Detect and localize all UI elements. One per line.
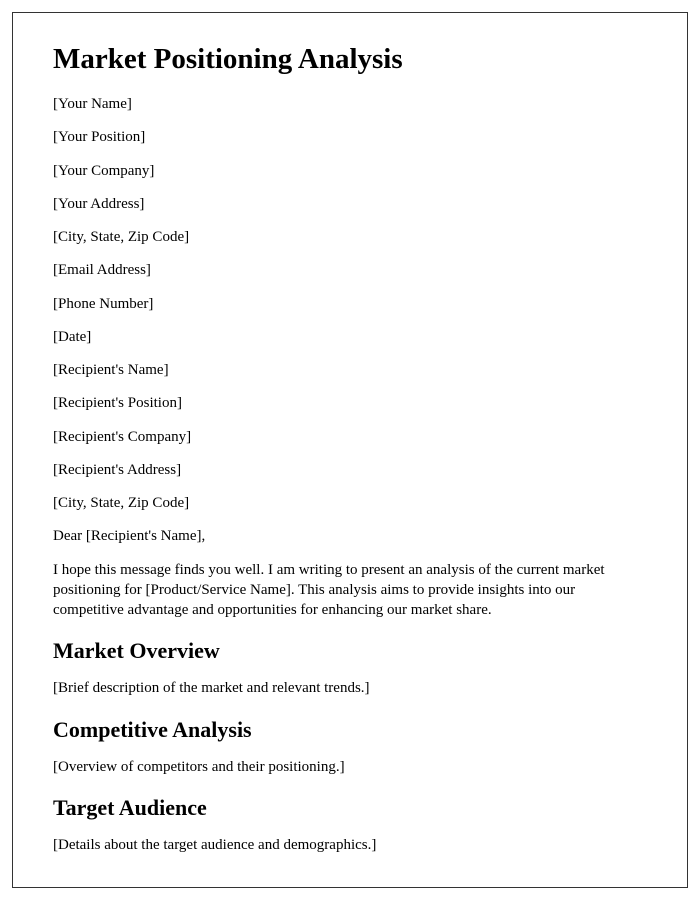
sender-city-state-zip: [City, State, Zip Code] — [53, 227, 647, 247]
recipient-address: [Recipient's Address] — [53, 460, 647, 480]
section-heading-target-audience: Target Audience — [53, 795, 647, 821]
section-heading-competitive-analysis: Competitive Analysis — [53, 717, 647, 743]
intro-paragraph: I hope this message finds you well. I am… — [53, 560, 647, 621]
recipient-city-state-zip: [City, State, Zip Code] — [53, 493, 647, 513]
recipient-position: [Recipient's Position] — [53, 393, 647, 413]
sender-email: [Email Address] — [53, 260, 647, 280]
section-body-market-overview: [Brief description of the market and rel… — [53, 678, 647, 698]
sender-company: [Your Company] — [53, 161, 647, 181]
sender-position: [Your Position] — [53, 127, 647, 147]
section-body-target-audience: [Details about the target audience and d… — [53, 835, 647, 855]
section-heading-market-overview: Market Overview — [53, 638, 647, 664]
sender-phone: [Phone Number] — [53, 294, 647, 314]
sender-name: [Your Name] — [53, 94, 647, 114]
document-date: [Date] — [53, 327, 647, 347]
section-body-competitive-analysis: [Overview of competitors and their posit… — [53, 757, 647, 777]
recipient-name: [Recipient's Name] — [53, 360, 647, 380]
sender-address: [Your Address] — [53, 194, 647, 214]
document-page: Market Positioning Analysis [Your Name] … — [12, 12, 688, 888]
recipient-company: [Recipient's Company] — [53, 427, 647, 447]
document-title: Market Positioning Analysis — [53, 43, 647, 76]
salutation: Dear [Recipient's Name], — [53, 526, 647, 546]
